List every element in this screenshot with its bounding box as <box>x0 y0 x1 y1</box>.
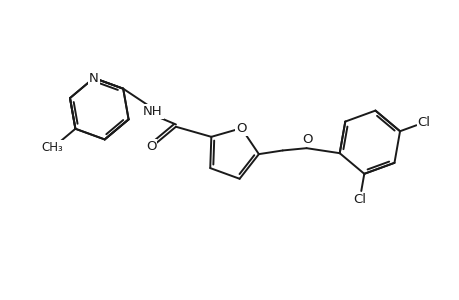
Text: O: O <box>302 134 312 146</box>
Text: O: O <box>146 140 156 153</box>
Text: Cl: Cl <box>417 116 430 129</box>
Text: CH₃: CH₃ <box>42 141 63 154</box>
Text: O: O <box>235 122 246 135</box>
Text: NH: NH <box>143 105 162 118</box>
Text: N: N <box>89 71 99 85</box>
Text: Cl: Cl <box>353 193 365 206</box>
